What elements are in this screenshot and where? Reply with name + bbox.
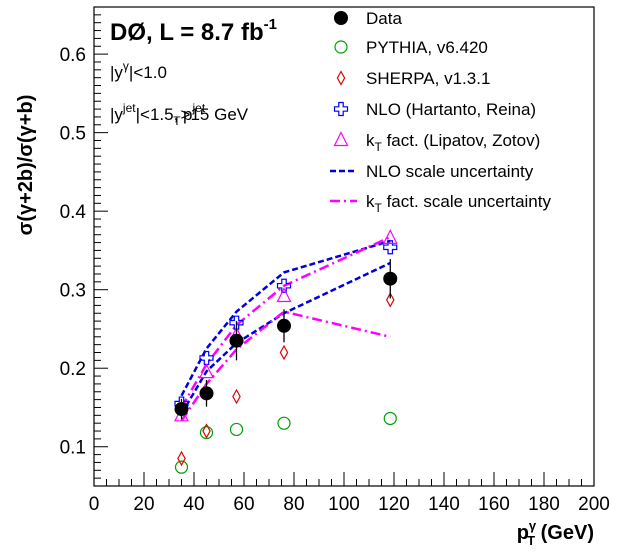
data-point — [202, 423, 211, 439]
y-tick-label: 0.6 — [60, 45, 86, 66]
legend-label-sub: T — [375, 201, 383, 215]
cut-label-part: T — [173, 114, 181, 128]
x-axis-title-unit: (GeV) — [535, 522, 594, 544]
cut-label-part: |<1.5, p — [136, 105, 193, 124]
data-point — [277, 416, 291, 430]
legend-label: PYTHIA, v6.420 — [366, 38, 488, 57]
data-point — [276, 287, 292, 303]
legend-label-rest: fact. (Lipatov, Zotov) — [382, 131, 540, 150]
legend-label: NLO (Hartanto, Reina) — [366, 100, 536, 119]
axis-ticks: 0 20 40 60 80 100 120 140 160 180 200 0.1 0.2 0.3 0.4 0… — [60, 14, 610, 515]
cut-label-part: jet — [192, 101, 206, 115]
legend-label: kT fact. scale uncertainty — [366, 192, 551, 215]
legend-label-rest: fact. scale uncertainty — [382, 192, 552, 211]
data-point — [199, 363, 214, 379]
legend-label: Data — [366, 9, 402, 28]
y-axis-title: σ(γ+2b)/σ(γ+b) — [15, 95, 37, 236]
cut-label-part: >15 GeV — [181, 105, 249, 124]
cut-label: |yjet|<1.5, pjet T>15 GeV — [110, 101, 249, 128]
x-tick-label: 180 — [528, 494, 560, 515]
band-lower-line — [180, 310, 391, 422]
data-point — [383, 411, 397, 426]
legend-marker — [334, 11, 348, 25]
data-point — [383, 271, 398, 286]
legend-label: SHERPA, v1.3.1 — [366, 69, 490, 88]
data-point — [383, 240, 398, 255]
y-tick-label: 0.4 — [60, 202, 87, 223]
data-point — [229, 315, 244, 330]
legend-marker — [333, 101, 349, 117]
legend-label-name: NLO (Hartanto, Reina) — [366, 100, 536, 119]
x-axis-title-p: p — [517, 522, 529, 544]
y-tick-label: 0.3 — [60, 281, 86, 302]
x-tick-label: 120 — [378, 494, 410, 515]
legend-label-name: k — [366, 192, 375, 211]
y-tick-label: 0.5 — [60, 124, 86, 145]
data-point — [174, 402, 189, 417]
data-point — [277, 318, 291, 333]
cut-label-part: jet — [122, 101, 136, 115]
data-point — [229, 422, 244, 437]
cut-label: |yγ|<1.0 — [110, 59, 167, 82]
x-axis-title-sub: T — [527, 533, 535, 548]
x-tick-label: 40 — [183, 494, 204, 515]
annotations: pγ T (GeV)σ(γ+2b)/σ(γ+b)DØ, L = 8.7 fb-1|… — [15, 16, 594, 548]
y-tick-label: 0.1 — [60, 438, 86, 459]
x-tick-label: 200 — [578, 494, 610, 515]
legend-label-name: NLO scale uncertainty — [366, 162, 534, 181]
legend-label-name: SHERPA, v1.3.1 — [366, 69, 490, 88]
x-axis-title-sup: γ — [529, 518, 537, 533]
data-point — [232, 388, 241, 405]
data-point — [279, 344, 289, 361]
x-tick-label: 80 — [283, 494, 304, 515]
cut-label-part: |<1.0 — [129, 63, 167, 82]
x-tick-label: 100 — [328, 494, 360, 515]
x-tick-label: 140 — [428, 494, 460, 515]
band-upper-line — [180, 239, 391, 397]
data-point — [177, 450, 186, 467]
data-point — [174, 460, 189, 474]
legend-label: kT fact. (Lipatov, Zotov) — [366, 131, 540, 154]
data-point — [199, 386, 214, 401]
legend-label-name: k — [366, 131, 375, 150]
legend-label-name: PYTHIA, v6.420 — [366, 38, 488, 57]
data-point — [199, 350, 214, 366]
experiment-label-sup: -1 — [264, 16, 277, 33]
legend-marker — [336, 70, 346, 86]
legend-marker — [333, 131, 349, 147]
data-point — [382, 229, 398, 244]
legend: Data PYTHIA, v6.420 SHERPA, v1.3.1 NLO (Har… — [330, 9, 551, 215]
legend-marker — [334, 40, 348, 54]
cut-label-part: γ — [123, 59, 129, 73]
x-tick-label: 160 — [478, 494, 510, 515]
experiment-label-main: DØ, L = 8.7 fb — [110, 19, 264, 46]
cut-label-part: |y — [110, 105, 123, 124]
y-tick-label: 0.2 — [60, 359, 86, 380]
x-tick-label: 20 — [133, 494, 154, 515]
legend-label-name: Data — [366, 9, 402, 28]
data-point — [229, 333, 244, 348]
x-tick-label: 0 — [89, 494, 100, 515]
cut-label-part: |y — [110, 63, 123, 82]
data-markers — [174, 229, 398, 474]
experiment-label: DØ, L = 8.7 fb-1 — [110, 16, 277, 46]
x-tick-label: 60 — [233, 494, 254, 515]
x-axis-title: pγ T (GeV) — [517, 518, 594, 548]
legend-label: NLO scale uncertainty — [366, 162, 534, 181]
legend-label-sub: T — [375, 140, 383, 154]
data-point — [385, 292, 395, 308]
